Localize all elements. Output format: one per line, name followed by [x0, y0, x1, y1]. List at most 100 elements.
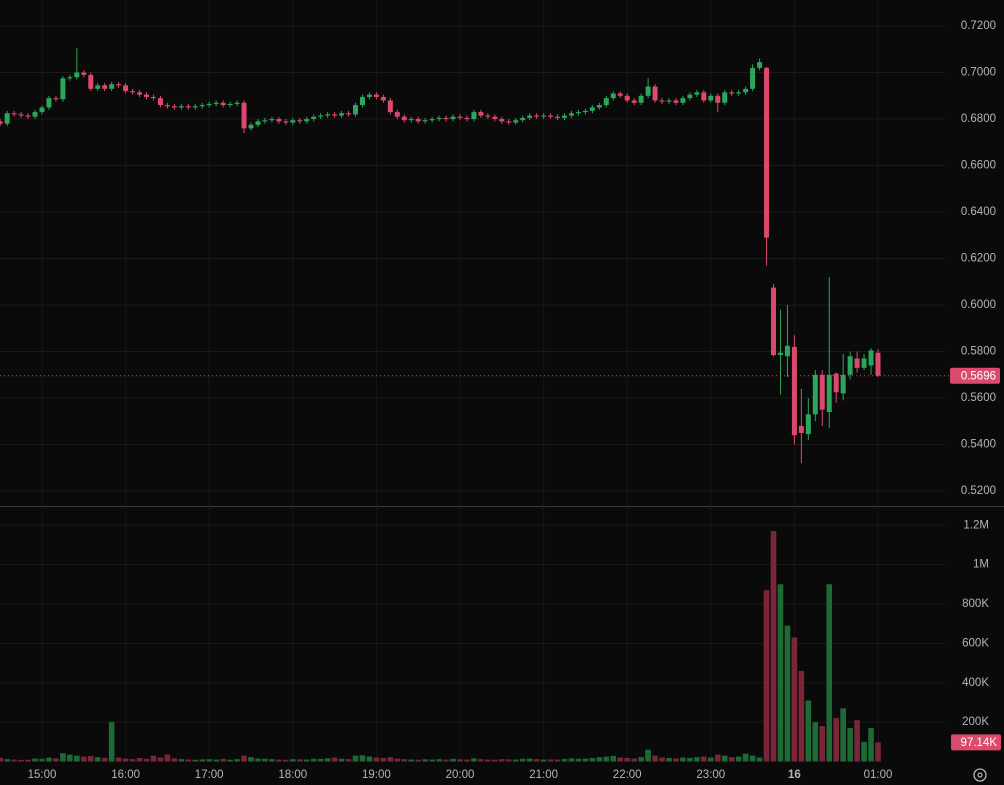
volume-bar: [94, 757, 101, 762]
x-tick-label: 23:00: [696, 769, 725, 781]
last-volume-tag: [951, 734, 1001, 751]
volume-bar: [185, 759, 192, 762]
candle-body: [631, 100, 637, 103]
volume-bar: [199, 759, 206, 762]
candle-body: [227, 103, 233, 106]
volume-bar: [561, 758, 568, 762]
volume-bar: [854, 720, 860, 762]
volume-bar: [533, 759, 540, 762]
volume-bar: [666, 757, 672, 762]
candle-body: [11, 113, 17, 115]
volume-bar: [499, 759, 505, 762]
candle-body: [548, 115, 554, 117]
y-tick-label: 0.6000: [961, 299, 996, 311]
candle-body: [764, 67, 770, 238]
volume-bar: [129, 759, 136, 762]
volume-bar: [101, 757, 108, 762]
candle-body: [408, 119, 414, 121]
volume-bar: [206, 759, 212, 762]
candle-body: [332, 114, 338, 116]
candle-body: [366, 94, 372, 97]
candle-body: [255, 121, 261, 125]
volume-bar: [798, 670, 805, 762]
volume-bar: [701, 756, 707, 762]
candle-body: [833, 373, 839, 393]
volume-bar: [436, 759, 442, 762]
volume-bar: [380, 757, 387, 762]
volume-tick-label: 400K: [962, 677, 989, 689]
volume-bar: [46, 757, 52, 762]
candle-body: [387, 100, 393, 113]
candle-body: [81, 72, 87, 75]
labels: 15:00 16:00 17:00 18:00 19:00 20:00 21:00 22:00…: [28, 20, 1001, 781]
candle-body: [450, 116, 456, 120]
volume-bar: [443, 759, 449, 762]
volume-bar: [345, 759, 352, 762]
candle-body: [290, 120, 296, 123]
volume-bar: [53, 758, 59, 762]
volume-bar: [749, 755, 756, 762]
volume-bar: [366, 756, 373, 762]
candle-body: [575, 112, 581, 114]
candle-body: [74, 72, 80, 78]
candle-body: [18, 114, 24, 116]
volume-bar: [220, 758, 226, 762]
volume-bar: [18, 759, 24, 762]
volume-bar: [429, 759, 435, 762]
candle-body: [359, 96, 365, 106]
candle-body: [283, 121, 289, 123]
candle-body: [415, 119, 421, 122]
volume-bar: [317, 758, 324, 762]
candle-body: [562, 115, 567, 118]
settings-ring[interactable]: [973, 768, 987, 782]
candle-body: [847, 356, 853, 375]
x-tick-label: 20:00: [446, 769, 475, 781]
candle-body: [311, 116, 317, 120]
volume-bar: [450, 758, 456, 762]
y-tick-label: 0.6600: [961, 160, 996, 172]
settings-core[interactable]: [977, 772, 983, 778]
volume-bar: [568, 758, 575, 762]
candle-body: [596, 105, 602, 108]
volume-bar: [373, 757, 380, 762]
candle-body: [673, 100, 679, 103]
settings-icon[interactable]: [973, 768, 987, 782]
volume-bar: [122, 758, 129, 762]
candle-body: [144, 94, 149, 97]
volume-bar: [554, 759, 561, 762]
candle-body: [4, 113, 10, 124]
volume-bar: [777, 584, 784, 762]
candle-body: [401, 116, 407, 121]
volume-bar: [415, 759, 421, 762]
candle-body: [192, 106, 198, 108]
candle-body: [624, 95, 630, 101]
volume-bar: [241, 755, 247, 762]
candle-body: [617, 93, 623, 96]
volume-bar: [87, 755, 94, 762]
candle-body: [819, 374, 825, 410]
candle-body: [492, 116, 498, 120]
volume-bar: [624, 757, 630, 762]
candle-body: [798, 425, 804, 433]
candle-body: [541, 115, 547, 117]
last-volume-label: 97.14K: [961, 737, 998, 749]
volume-bar: [352, 755, 359, 762]
candle-body: [875, 352, 881, 376]
candle-body: [791, 346, 797, 436]
candle-body: [687, 94, 693, 99]
candle-body: [220, 102, 226, 106]
candle-body: [854, 358, 860, 368]
y-tick-label: 0.6200: [961, 253, 996, 265]
candle-body: [715, 95, 721, 103]
candle-body: [743, 88, 749, 93]
candle-body: [582, 110, 588, 113]
volume-bar: [756, 757, 763, 762]
x-tick-label: 19:00: [362, 769, 391, 781]
volume-bar: [422, 759, 428, 762]
candle-body: [213, 102, 219, 104]
volume-bar: [833, 718, 839, 762]
x-tick-label: 22:00: [613, 769, 642, 781]
volume-bar: [178, 759, 185, 762]
volume-bar: [387, 757, 394, 762]
y-tick-label: 0.7200: [961, 20, 996, 32]
